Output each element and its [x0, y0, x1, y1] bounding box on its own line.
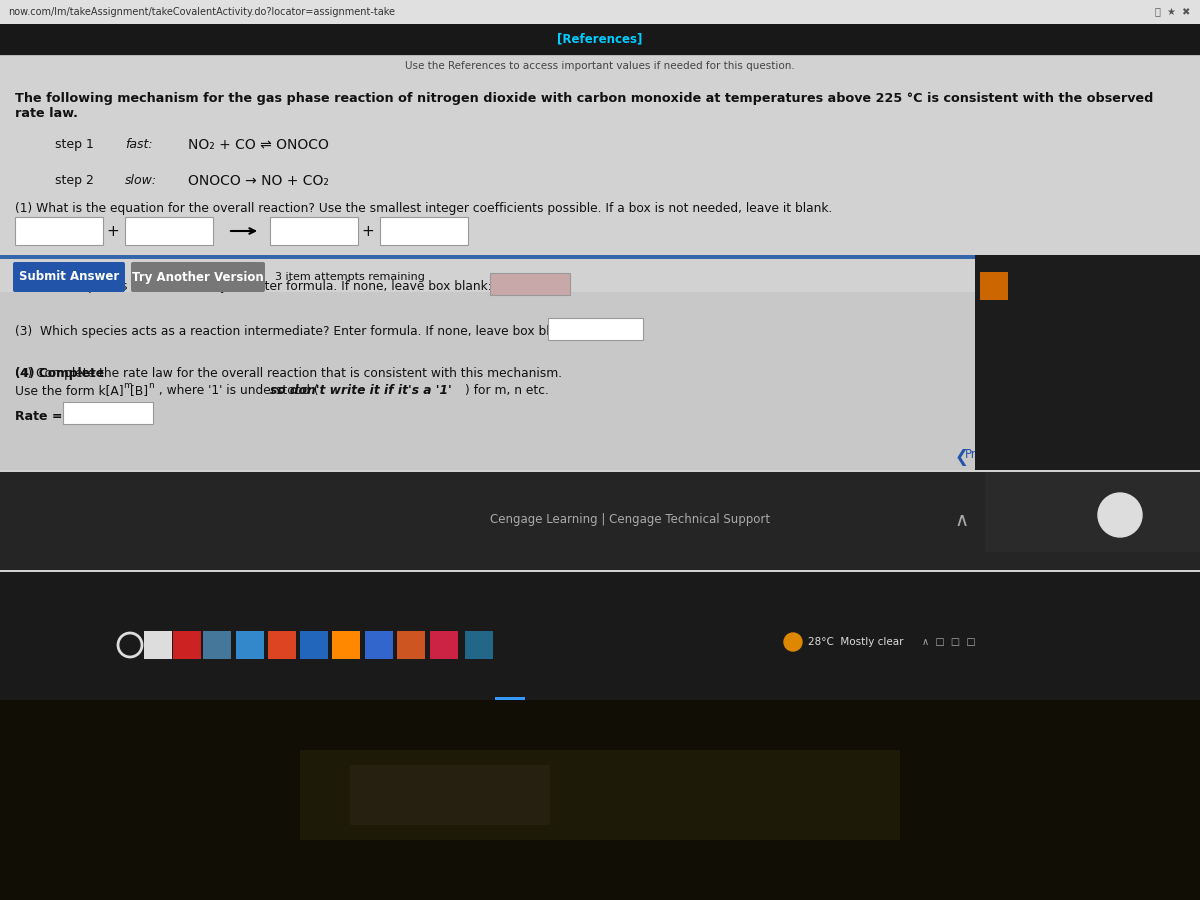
- FancyBboxPatch shape: [0, 572, 1200, 700]
- FancyBboxPatch shape: [144, 631, 172, 659]
- FancyBboxPatch shape: [64, 402, 154, 424]
- Text: NO₂ + CO ⇌ ONOCO: NO₂ + CO ⇌ ONOCO: [188, 138, 329, 152]
- Text: (4) Complete the rate law for the overall reaction that is consistent with this : (4) Complete the rate law for the overal…: [14, 367, 562, 380]
- Text: (1) What is the equation for the overall reaction? Use the smallest integer coef: (1) What is the equation for the overall…: [14, 202, 833, 215]
- Text: step 1: step 1: [55, 138, 94, 151]
- Text: n: n: [148, 381, 154, 390]
- FancyBboxPatch shape: [203, 631, 230, 659]
- Text: [B]: [B]: [130, 384, 148, 397]
- FancyBboxPatch shape: [380, 217, 468, 245]
- FancyBboxPatch shape: [332, 631, 360, 659]
- Text: ∧  □  □  □: ∧ □ □ □: [922, 637, 976, 647]
- FancyBboxPatch shape: [0, 292, 974, 470]
- Text: ❯: ❯: [1090, 448, 1104, 466]
- Text: now.com/lm/takeAssignment/takeCovalentActivity.do?locator=assignment-take: now.com/lm/takeAssignment/takeCovalentAc…: [8, 7, 395, 17]
- Text: rate law.: rate law.: [14, 107, 78, 120]
- Text: (3)  Which species acts as a reaction intermediate? Enter formula. If none, leav: (3) Which species acts as a reaction int…: [14, 325, 576, 338]
- Text: ONOCO → NO + CO₂: ONOCO → NO + CO₂: [188, 174, 329, 188]
- Text: +: +: [361, 223, 374, 238]
- FancyBboxPatch shape: [300, 631, 328, 659]
- Text: , where '1' is understood (: , where '1' is understood (: [155, 384, 319, 397]
- FancyBboxPatch shape: [496, 697, 526, 700]
- FancyBboxPatch shape: [0, 56, 1200, 792]
- Text: Cengage Learning | Cengage Technical Support: Cengage Learning | Cengage Technical Sup…: [490, 514, 770, 526]
- Text: The following mechanism for the gas phase reaction of nitrogen dioxide with carb: The following mechanism for the gas phas…: [14, 92, 1153, 105]
- Circle shape: [1098, 493, 1142, 537]
- Text: ∧: ∧: [955, 510, 970, 529]
- Text: 28°C  Mostly clear: 28°C Mostly clear: [808, 637, 904, 647]
- Text: Submit Answer: Submit Answer: [19, 271, 119, 284]
- FancyBboxPatch shape: [268, 631, 296, 659]
- FancyBboxPatch shape: [980, 272, 1008, 300]
- FancyBboxPatch shape: [0, 24, 1200, 55]
- Text: fast:: fast:: [125, 138, 152, 151]
- FancyBboxPatch shape: [131, 262, 265, 292]
- Text: ❮: ❮: [955, 448, 968, 466]
- Text: 3 item attempts remaining: 3 item attempts remaining: [275, 272, 425, 282]
- Text: (2)  Which species acts as a catalyst? Enter formula. If none, leave box blank:: (2) Which species acts as a catalyst? En…: [14, 280, 492, 293]
- Text: Previous: Previous: [965, 448, 1015, 461]
- FancyBboxPatch shape: [125, 217, 214, 245]
- Text: Try Another Version: Try Another Version: [132, 271, 264, 284]
- FancyBboxPatch shape: [300, 750, 900, 840]
- Circle shape: [784, 633, 802, 651]
- FancyBboxPatch shape: [236, 631, 264, 659]
- FancyBboxPatch shape: [490, 273, 570, 295]
- FancyBboxPatch shape: [985, 472, 1200, 552]
- Text: Use the References to access important values if needed for this question.: Use the References to access important v…: [406, 61, 794, 71]
- Text: (4) Complete: (4) Complete: [14, 367, 104, 380]
- FancyBboxPatch shape: [0, 0, 1200, 24]
- Text: so don't write it if it's a '1': so don't write it if it's a '1': [270, 384, 451, 397]
- Text: slow:: slow:: [125, 174, 157, 187]
- FancyBboxPatch shape: [173, 631, 202, 659]
- Text: ) for m, n etc.: ) for m, n etc.: [466, 384, 548, 397]
- Text: step 2: step 2: [55, 174, 94, 187]
- Text: ⭐  ★  ✖: ⭐ ★ ✖: [1154, 7, 1190, 17]
- FancyBboxPatch shape: [13, 262, 125, 292]
- FancyBboxPatch shape: [548, 318, 643, 340]
- FancyBboxPatch shape: [270, 217, 358, 245]
- FancyBboxPatch shape: [0, 700, 1200, 900]
- FancyBboxPatch shape: [350, 765, 550, 825]
- FancyBboxPatch shape: [0, 255, 974, 259]
- Text: Use the form k[A]: Use the form k[A]: [14, 384, 124, 397]
- FancyBboxPatch shape: [365, 631, 394, 659]
- Text: +: +: [107, 223, 119, 238]
- Text: Rate =: Rate =: [14, 410, 62, 423]
- FancyBboxPatch shape: [974, 255, 1200, 470]
- FancyBboxPatch shape: [0, 472, 1200, 570]
- FancyBboxPatch shape: [397, 631, 425, 659]
- FancyBboxPatch shape: [430, 631, 458, 659]
- Text: [References]: [References]: [557, 32, 643, 46]
- FancyBboxPatch shape: [14, 217, 103, 245]
- Text: m: m: [124, 381, 132, 390]
- FancyBboxPatch shape: [466, 631, 493, 659]
- Text: Next: Next: [1060, 448, 1087, 461]
